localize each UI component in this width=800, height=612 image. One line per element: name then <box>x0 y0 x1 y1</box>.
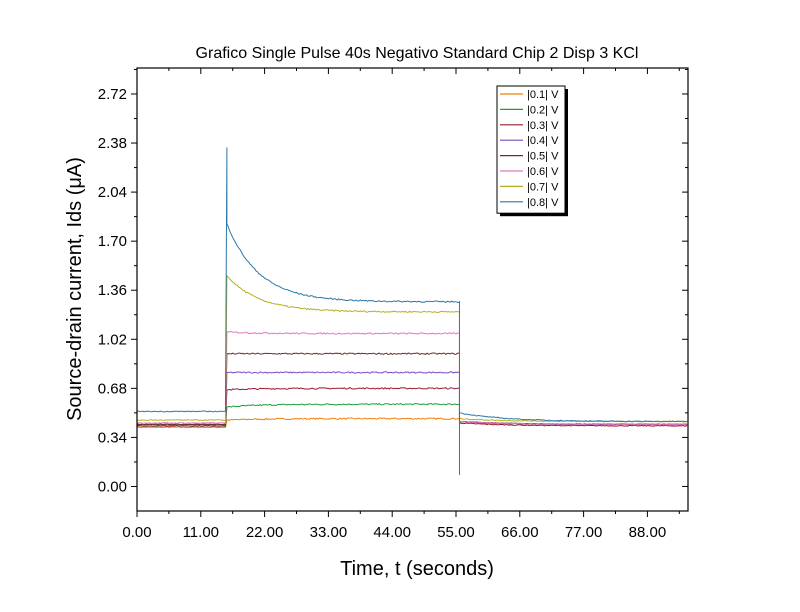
y-axis: 0.00 0.34 0.68 1.02 1.36 1.70 2.04 2.38 2.72 <box>98 68 688 495</box>
plot-lines <box>136 147 688 475</box>
legend-label: |0.3| V <box>527 120 559 132</box>
legend-label: |0.2| V <box>527 104 559 116</box>
series-line <box>136 147 688 475</box>
legend-label: |0.6| V <box>527 166 559 178</box>
chart-title: Grafico Single Pulse 40s Negativo Standa… <box>196 45 639 62</box>
x-axis-label: Time, t (seconds) <box>340 558 494 580</box>
y-tick-label: 1.70 <box>98 233 127 250</box>
x-tick-label: 33.00 <box>310 524 348 541</box>
x-tick-label: 55.00 <box>437 524 475 541</box>
series-line <box>136 387 688 427</box>
y-tick-label: 2.38 <box>98 135 127 152</box>
y-tick-label: 0.68 <box>98 380 127 397</box>
x-tick-label: 66.00 <box>501 524 539 541</box>
legend-box <box>496 85 566 214</box>
y-tick-label: 1.36 <box>98 282 127 299</box>
y-tick-label: 2.72 <box>98 86 127 103</box>
legend-label: |0.1| V <box>527 89 559 101</box>
x-tick-label: 77.00 <box>565 524 603 541</box>
x-tick-label: 44.00 <box>373 524 411 541</box>
y-tick-label: 0.34 <box>98 429 127 446</box>
x-axis: 0.00 11.00 22.00 33.00 44.00 55.00 66.00 77.00 8… <box>122 68 680 541</box>
legend-label: |0.5| V <box>527 151 559 163</box>
x-tick-label: 0.00 <box>122 524 151 541</box>
series-line <box>136 371 688 426</box>
series-line <box>136 331 688 426</box>
y-tick-label: 0.00 <box>98 478 127 495</box>
series-line <box>136 274 688 423</box>
x-tick-label: 11.00 <box>183 524 219 541</box>
y-tick-label: 1.02 <box>98 331 127 348</box>
legend: |0.1| V |0.2| V |0.3| V |0.4| V |0.5| V |0.6|… <box>496 85 568 217</box>
y-axis-label: Source-drain current, Ids (μA) <box>64 157 86 421</box>
x-tick-label: 22.00 <box>246 524 284 541</box>
legend-label: |0.8| V <box>527 197 559 209</box>
x-tick-label: 88.00 <box>629 524 667 541</box>
legend-label: |0.4| V <box>527 135 559 147</box>
y-tick-label: 2.04 <box>98 184 127 201</box>
plot-frame <box>136 67 689 512</box>
legend-label: |0.7| V <box>527 181 559 193</box>
